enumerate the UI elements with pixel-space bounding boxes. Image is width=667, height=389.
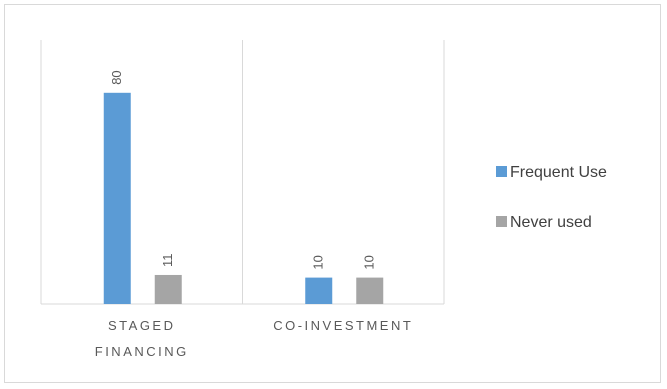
bar-frequent-use (103, 92, 131, 304)
data-label: 10 (362, 255, 377, 269)
category-label: STAGED (108, 318, 176, 333)
data-label: 10 (311, 255, 326, 269)
bar-never-used (356, 277, 384, 304)
legend-label-frequent-use: Frequent Use (510, 164, 607, 181)
bar-never-used (154, 274, 182, 304)
legend-swatch-never-used (496, 216, 507, 227)
category-label: FINANCING (95, 344, 189, 359)
category-label: CO-INVESTMENT (273, 318, 413, 333)
legend-swatch-frequent-use (496, 166, 507, 177)
legend-label-never-used: Never used (510, 214, 592, 231)
bar-frequent-use (305, 277, 333, 304)
data-label: 11 (160, 253, 175, 267)
data-label: 80 (109, 70, 124, 84)
